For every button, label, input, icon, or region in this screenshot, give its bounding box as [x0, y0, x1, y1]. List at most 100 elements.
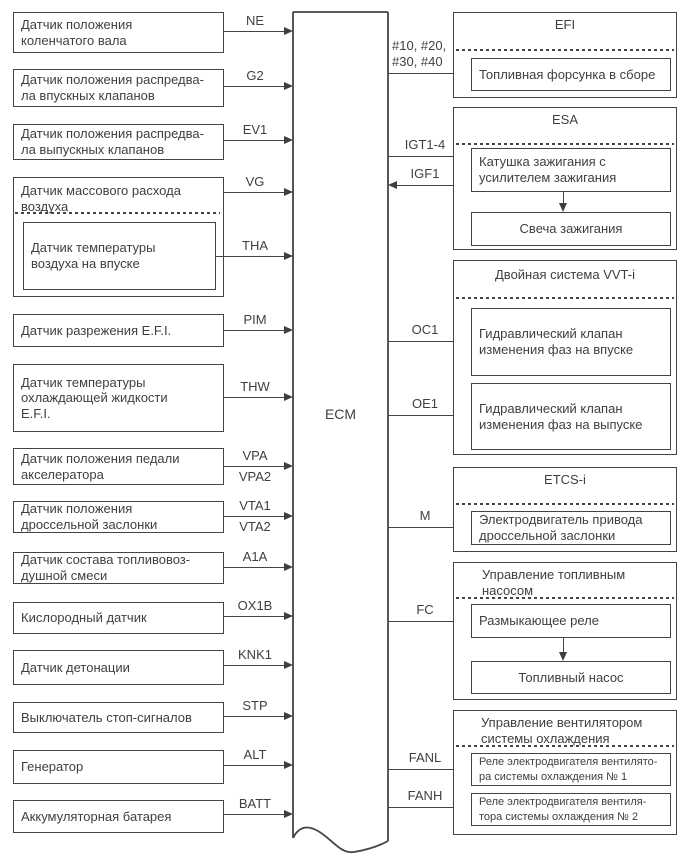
- signal-label-igt: IGT1-4: [404, 137, 446, 152]
- arrowhead-right-icon: [284, 27, 293, 35]
- efi-vacuum-sensor-box: Датчик разрежения E.F.I.: [13, 314, 224, 347]
- battery-box: Аккумуляторная батарея: [13, 800, 224, 833]
- throttle-motor-box: Электродвигатель привода дроссельной зас…: [471, 511, 671, 545]
- sensor-label: Датчик положения дроссельной заслонки: [21, 501, 158, 532]
- group-title: EFI: [554, 17, 576, 32]
- item-label: Топливный насос: [518, 669, 624, 685]
- connector-line: [224, 330, 286, 331]
- dashed-divider: [456, 49, 674, 51]
- signal-label-fanh: FANH: [407, 788, 443, 803]
- throttle-position-sensor-box: Датчик положения дроссельной заслонки: [13, 501, 224, 533]
- sensor-label: Датчик температуры охлаждающей жидкости …: [21, 374, 168, 421]
- sensor-label: Датчик температуры воздуха на впуске: [31, 240, 156, 271]
- item-label: Размыкающее реле: [479, 613, 599, 629]
- signal-label-knk1: KNK1: [238, 647, 272, 662]
- signal-label-ox1b: OX1B: [237, 598, 273, 613]
- connector-line: [224, 665, 286, 666]
- dashed-divider: [15, 212, 220, 214]
- connector-line: [563, 638, 564, 652]
- arrowhead-left-icon: [388, 181, 397, 189]
- group-efi: EFI Топливная форсунка в сборе: [453, 12, 677, 98]
- sensor-label: Датчик детонации: [21, 659, 130, 675]
- item-label: Реле электродвигателя вентиля- тора сист…: [479, 796, 647, 823]
- intake-vvt-valve-box: Гидравлический клапан изменения фаз на в…: [471, 308, 671, 376]
- signal-label-pim: PIM: [243, 312, 267, 327]
- sensor-label: Датчик положения коленчатого вала: [21, 16, 133, 48]
- signal-label-g2: G2: [246, 68, 264, 83]
- ecm-label: ECM: [324, 406, 357, 422]
- connector-line: [224, 814, 286, 815]
- dashed-divider: [456, 745, 674, 747]
- group-esa: ESA Катушка зажигания с усилителем зажиг…: [453, 107, 677, 250]
- ignition-coil-box: Катушка зажигания с усилителем зажигания: [471, 148, 671, 192]
- connector-line: [224, 516, 286, 517]
- group-cooling-fan-control: Управление вентилятором системы охлажден…: [453, 710, 677, 835]
- fuel-injector-assembly-box: Топливная форсунка в сборе: [471, 58, 671, 91]
- signal-label-vta2: VTA2: [239, 519, 271, 534]
- connector-line: [396, 185, 470, 186]
- item-label: Электродвигатель привода дроссельной зас…: [479, 512, 643, 543]
- sensor-label: Датчик массового расхода воздуха: [21, 183, 181, 214]
- connector-line: [388, 341, 462, 342]
- sensor-label: Выключатель стоп-сигналов: [21, 709, 192, 725]
- connector-line: [388, 807, 462, 808]
- signal-label-injectors: #10, #20, #30, #40: [392, 38, 447, 69]
- arrowhead-right-icon: [284, 393, 293, 401]
- signal-label-oe1: OE1: [411, 396, 438, 411]
- signal-label-vpa2: VPA2: [238, 469, 272, 484]
- item-label: Реле электродвигателя вентилято- ра сист…: [479, 756, 658, 783]
- group-title: ESA: [551, 112, 578, 127]
- item-label: Топливная форсунка в сборе: [479, 66, 656, 82]
- connector-line: [388, 73, 462, 74]
- group-title: ETCS-i: [544, 472, 586, 487]
- oxygen-sensor-box: Кислородный датчик: [13, 602, 224, 634]
- group-etcsi: ETCS-i Электродвигатель привода дроссель…: [453, 467, 677, 552]
- group-fuel-pump-control: Управление топливным насосом Размыкающее…: [453, 562, 677, 700]
- arrowhead-right-icon: [284, 563, 293, 571]
- connector-line: [224, 192, 286, 193]
- signal-label-alt: ALT: [243, 747, 267, 762]
- arrowhead-right-icon: [284, 82, 293, 90]
- dashed-divider: [456, 143, 674, 145]
- group-vvti: Двойная система VVT-i Гидравлический кла…: [453, 260, 677, 455]
- ecm-box-outline: [292, 11, 389, 853]
- knock-sensor-box: Датчик детонации: [13, 650, 224, 685]
- signal-label-stp: STP: [242, 698, 268, 713]
- intake-air-temperature-sensor-box: Датчик температуры воздуха на впуске: [23, 222, 216, 290]
- group-title: Двойная система VVT-i: [495, 267, 635, 282]
- connector-line: [224, 567, 286, 568]
- connector-line: [388, 415, 462, 416]
- connector-line: [224, 466, 286, 467]
- signal-label-fanl: FANL: [408, 750, 442, 765]
- connector-line: [388, 527, 462, 528]
- circuit-opening-relay-box: Размыкающее реле: [471, 604, 671, 638]
- item-label: Свеча зажигания: [519, 221, 623, 237]
- connector-line: [215, 256, 286, 257]
- arrowhead-down-icon: [559, 652, 567, 661]
- connector-line: [224, 31, 286, 32]
- sensor-label: Датчик состава топливовоз- душной смеси: [21, 552, 191, 583]
- fan-relay-1-box: Реле электродвигателя вентилято- ра сист…: [471, 753, 671, 786]
- arrowhead-right-icon: [284, 761, 293, 769]
- signal-label-oc1: OC1: [411, 322, 439, 337]
- signal-label-ne: NE: [245, 13, 265, 28]
- signal-label-ev1: EV1: [242, 122, 268, 137]
- dashed-divider: [456, 297, 674, 299]
- signal-label-fc: FC: [416, 602, 434, 617]
- coolant-temperature-sensor-box: Датчик температуры охлаждающей жидкости …: [13, 364, 224, 432]
- exhaust-vvt-valve-box: Гидравлический клапан изменения фаз на в…: [471, 383, 671, 450]
- arrowhead-right-icon: [284, 326, 293, 334]
- connector-line: [563, 192, 564, 204]
- fuel-pump-box: Топливный насос: [471, 661, 671, 694]
- arrowhead-right-icon: [284, 462, 293, 470]
- connector-line: [388, 621, 462, 622]
- item-label: Гидравлический клапан изменения фаз на в…: [479, 326, 634, 357]
- signal-label-tha: THA: [242, 238, 268, 253]
- arrowhead-right-icon: [284, 810, 293, 818]
- dashed-divider: [456, 597, 674, 599]
- sensor-label: Датчик положения распредва- ла выпускных…: [21, 126, 204, 157]
- connector-line: [388, 156, 462, 157]
- arrowhead-right-icon: [284, 136, 293, 144]
- spark-plug-box: Свеча зажигания: [471, 212, 671, 246]
- connector-line: [388, 769, 462, 770]
